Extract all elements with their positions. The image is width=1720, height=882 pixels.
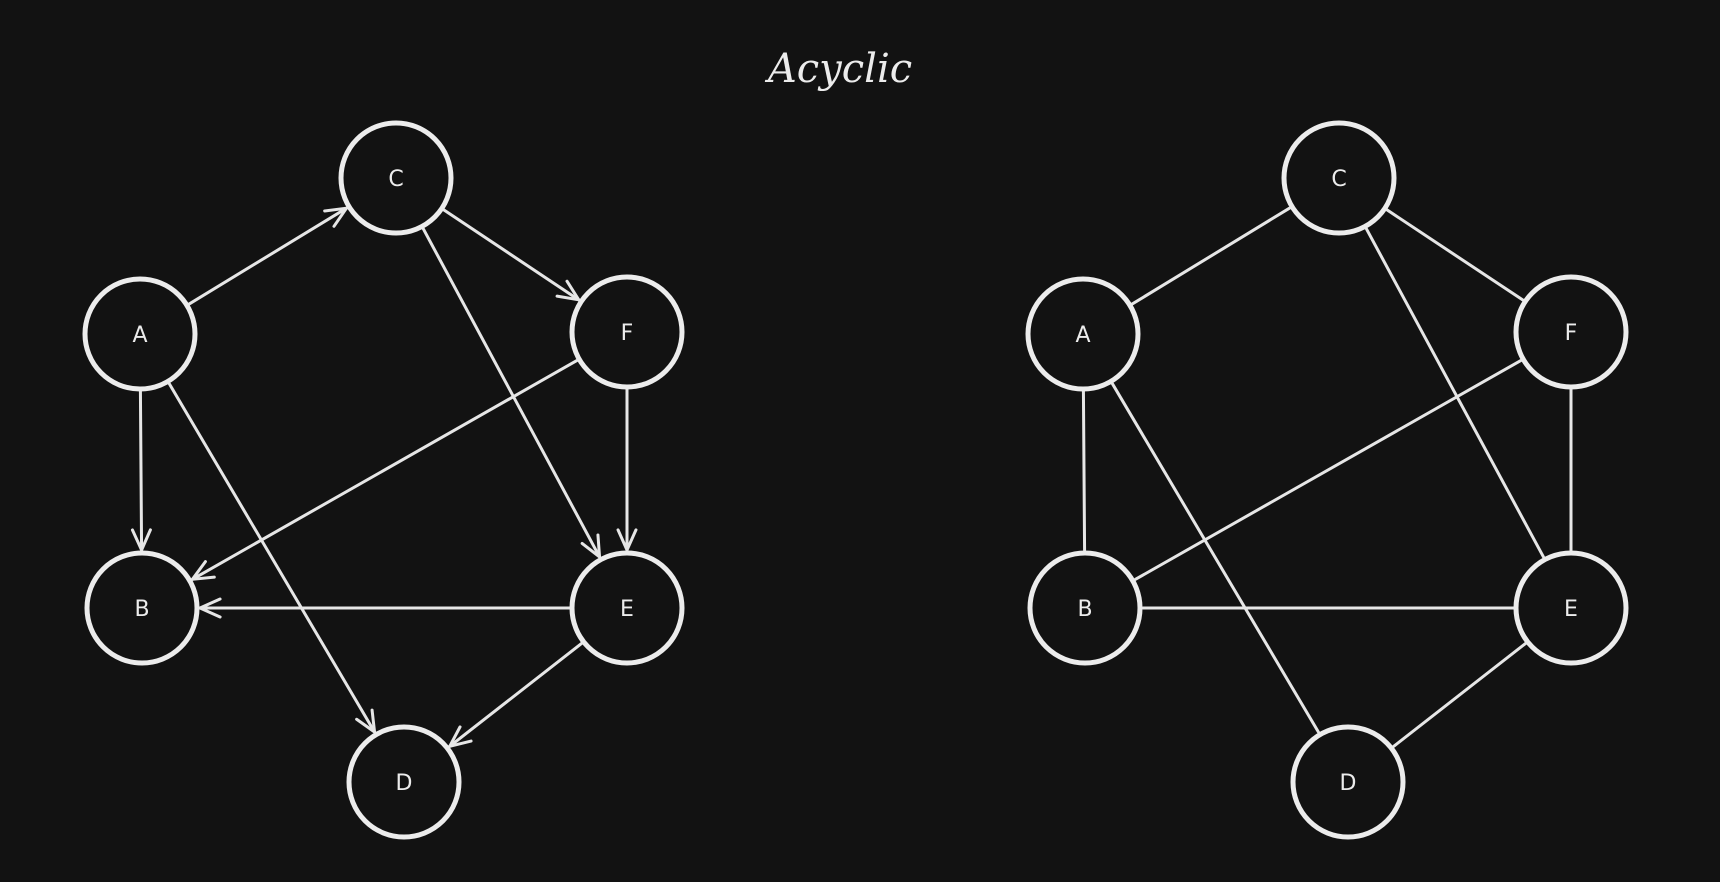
arrowhead-e-d	[448, 725, 473, 748]
node-label: F	[621, 321, 634, 346]
node-circle	[1290, 724, 1406, 840]
edge-a-c	[1130, 206, 1291, 306]
node-label: C	[388, 167, 403, 192]
node-label: D	[396, 771, 413, 796]
node-circle	[346, 724, 462, 840]
arrowhead-a-d	[355, 708, 377, 734]
node-f[interactable]: F	[1513, 274, 1629, 390]
edge-a-d	[167, 381, 377, 734]
edge-c-e	[421, 226, 602, 559]
node-circle	[82, 276, 198, 392]
node-d[interactable]: D	[346, 724, 462, 840]
edge-a-d	[1110, 381, 1320, 734]
node-f[interactable]: F	[569, 274, 685, 390]
node-circle	[1281, 120, 1397, 236]
edge-a-b	[1081, 389, 1087, 552]
node-label: A	[132, 323, 147, 348]
arrowhead-c-e	[580, 533, 602, 559]
edge-a-b	[138, 389, 144, 552]
node-circle	[1025, 276, 1141, 392]
node-label: E	[620, 597, 634, 622]
directed-graph-edges	[130, 206, 638, 748]
node-d[interactable]: D	[1290, 724, 1406, 840]
node-e[interactable]: E	[1513, 550, 1629, 666]
arrowhead-e-b	[198, 597, 222, 619]
node-b[interactable]: B	[84, 550, 200, 666]
node-circle	[1513, 274, 1629, 390]
undirected-graph-edges	[1081, 206, 1573, 748]
arrowhead-a-b	[130, 528, 152, 552]
arrowhead-f-b	[190, 560, 216, 581]
node-circle	[1027, 550, 1143, 666]
edge-c-e	[1364, 226, 1545, 559]
undirected-graph-nodes: C A F B E D	[1025, 120, 1629, 840]
edge-f-b	[190, 358, 579, 581]
node-e[interactable]: E	[569, 550, 685, 666]
node-c[interactable]: C	[338, 120, 454, 236]
node-c[interactable]: C	[1281, 120, 1397, 236]
node-a[interactable]: A	[1025, 276, 1141, 392]
node-label: F	[1565, 321, 1578, 346]
node-circle	[569, 550, 685, 666]
edge-e-d	[1392, 641, 1528, 748]
node-label: B	[1077, 597, 1092, 622]
edge-c-f	[441, 208, 581, 302]
node-label: B	[134, 597, 149, 622]
node-circle	[569, 274, 685, 390]
directed-graph: C A F B E D	[82, 120, 685, 840]
arrowhead-f-e	[616, 528, 638, 552]
node-label: D	[1340, 771, 1357, 796]
edge-f-b	[1133, 358, 1523, 581]
node-b[interactable]: B	[1027, 550, 1143, 666]
node-circle	[84, 550, 200, 666]
node-label: A	[1075, 323, 1090, 348]
directed-graph-nodes: C A F B E D	[82, 120, 685, 840]
edge-a-c	[187, 206, 348, 306]
undirected-graph: C A F B E D	[1025, 120, 1629, 840]
arrowhead-c-f	[555, 279, 581, 302]
node-label: E	[1564, 597, 1578, 622]
edge-e-d	[448, 641, 584, 748]
diagram-title: Acyclic	[764, 46, 912, 92]
node-circle	[1513, 550, 1629, 666]
node-a[interactable]: A	[82, 276, 198, 392]
arrowhead-a-c	[323, 206, 348, 228]
node-label: C	[1331, 167, 1346, 192]
edge-c-f	[1384, 208, 1525, 302]
node-circle	[338, 120, 454, 236]
